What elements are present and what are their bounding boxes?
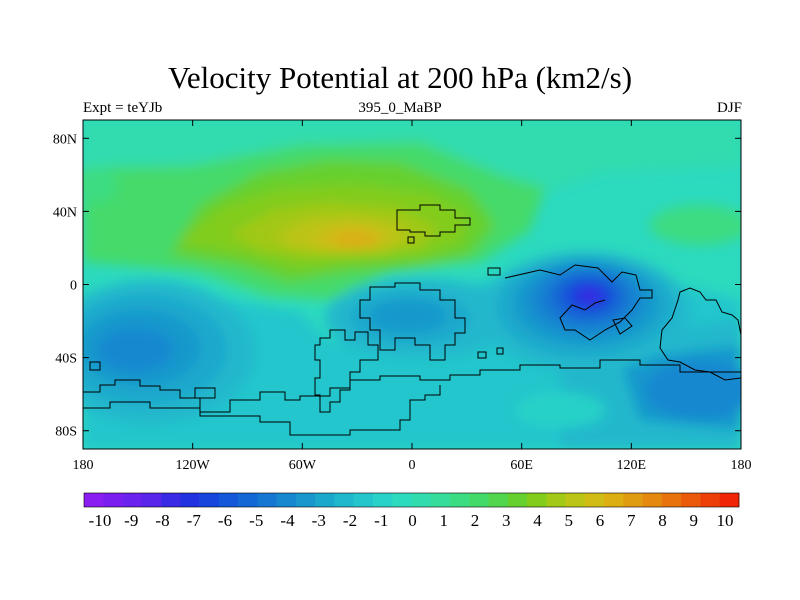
colorbar-swatch <box>527 493 547 507</box>
colorbar-swatch <box>257 493 277 507</box>
colorbar-swatch <box>661 493 682 507</box>
x-tick-label: 60W <box>289 458 317 473</box>
x-tick-label: 0 <box>409 458 416 473</box>
colorbar-swatch <box>103 493 123 507</box>
colorbar-label: 4 <box>533 511 542 530</box>
colorbar-swatch <box>295 493 316 507</box>
x-tick-label: 180 <box>73 458 94 473</box>
y-tick-label: 40S <box>55 352 77 367</box>
colorbar-label: -2 <box>343 511 357 530</box>
colorbar-label: -7 <box>187 511 202 530</box>
colorbar-label: -1 <box>374 511 388 530</box>
colorbar-swatch <box>180 493 200 507</box>
colorbar-swatch <box>141 493 162 507</box>
y-tick-label: 80S <box>55 425 77 440</box>
y-tick-label: 0 <box>70 279 77 294</box>
colorbar-label: 7 <box>627 511 636 530</box>
colorbar-swatch <box>161 493 181 507</box>
colorbar-label: 3 <box>502 511 511 530</box>
colorbar-label: -3 <box>312 511 326 530</box>
colorbar: -10 -9 -8 -7 -6 -5 -4 -3 -2 -1 0 1 2 3 4 5 6 7 8 9 10 <box>83 492 740 530</box>
colorbar-swatch <box>199 493 220 507</box>
colorbar-frame <box>83 492 740 508</box>
colorbar-swatch <box>584 493 605 507</box>
colorbar-swatch <box>488 493 509 507</box>
colorbar-label: 6 <box>596 511 605 530</box>
colorbar-swatch <box>218 493 239 507</box>
colorbar-swatch <box>469 493 489 507</box>
colorbar-swatch <box>565 493 586 507</box>
colorbar-swatch <box>623 493 643 507</box>
x-tick-label: 120W <box>176 458 211 473</box>
colorbar-swatch <box>430 493 451 507</box>
x-axis: 180 120W 60W 0 60E 120E 180 <box>73 120 752 473</box>
colorbar-label: 0 <box>408 511 417 530</box>
colorbar-label: -6 <box>218 511 232 530</box>
x-tick-label: 180 <box>731 458 752 473</box>
colorbar-label: 5 <box>565 511 574 530</box>
colorbar-swatch <box>642 493 663 507</box>
colorbar-swatch <box>84 493 104 507</box>
chart-title: Velocity Potential at 200 hPa (km2/s) <box>167 60 633 95</box>
y-tick-label: 80N <box>53 132 77 147</box>
colorbar-label: 8 <box>658 511 667 530</box>
colorbar-swatch <box>719 493 740 507</box>
x-tick-label: 60E <box>510 458 533 473</box>
period-label: 395_0_MaBP <box>358 100 442 116</box>
colorbar-swatch <box>681 493 701 507</box>
x-tick-label: 120E <box>617 458 647 473</box>
colorbar-swatch <box>276 493 297 507</box>
colorbar-swatch <box>392 493 412 507</box>
colorbar-label: -4 <box>280 511 295 530</box>
colorbar-label: 1 <box>440 511 449 530</box>
experiment-label: Expt = teYJb <box>83 100 163 116</box>
colorbar-label: -10 <box>89 511 112 530</box>
colorbar-swatch <box>450 493 470 507</box>
colorbar-label: -9 <box>124 511 138 530</box>
colorbar-swatch <box>353 493 374 507</box>
colorbar-swatch <box>122 493 143 507</box>
colorbar-swatch <box>507 493 528 507</box>
colorbar-label: -8 <box>155 511 169 530</box>
colorbar-label: 9 <box>690 511 699 530</box>
colorbar-swatch <box>315 493 335 507</box>
colorbar-label: -5 <box>249 511 263 530</box>
colorbar-swatch <box>334 493 355 507</box>
colorbar-swatch <box>238 493 258 507</box>
colorbar-swatch <box>700 493 721 507</box>
colorbar-swatch <box>604 493 624 507</box>
y-axis: 80N 40N 0 40S 80S <box>53 132 741 440</box>
colorbar-label: 10 <box>717 511 734 530</box>
y-tick-label: 40N <box>53 205 77 220</box>
contour-field <box>83 120 741 449</box>
colorbar-swatch <box>546 493 566 507</box>
colorbar-label: 2 <box>471 511 480 530</box>
colorbar-swatch <box>411 493 432 507</box>
colorbar-swatch <box>372 493 393 507</box>
season-label: DJF <box>716 100 742 116</box>
coastlines <box>83 204 741 436</box>
